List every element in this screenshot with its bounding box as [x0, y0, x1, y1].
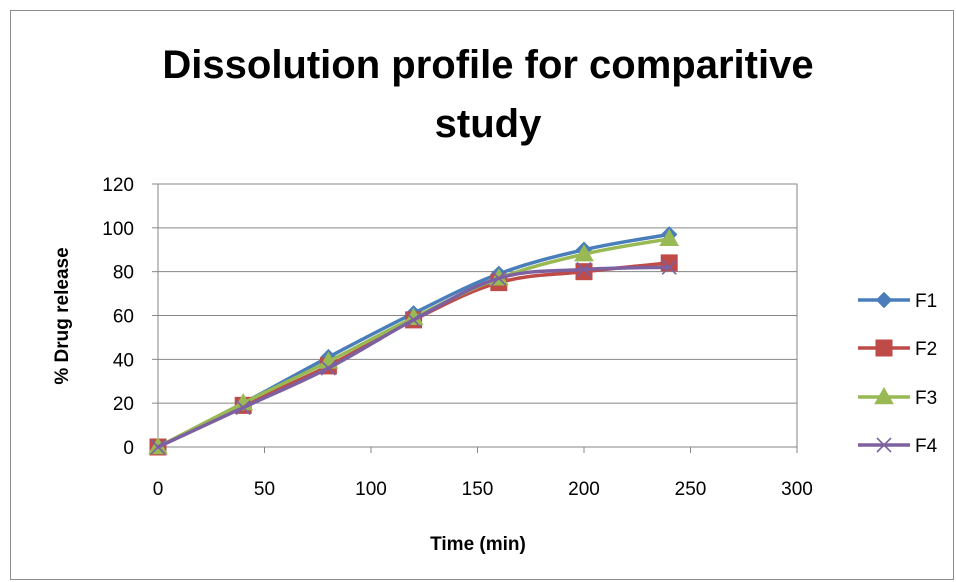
- legend-item-f2: F2: [858, 339, 937, 360]
- series-line-f4: [156, 265, 671, 449]
- x-tick-label: 50: [254, 479, 275, 500]
- data-point-f4: [576, 261, 592, 278]
- y-tick-label: 80: [113, 263, 134, 284]
- legend-item-f1: F1: [858, 291, 937, 312]
- axis-ticks: 0 20 40 60 80 100 120 0 50 100 150 200 250 300: [102, 175, 813, 500]
- y-tick-label: 0: [123, 438, 134, 459]
- legend-label-f3: F3: [915, 388, 937, 409]
- legend-label-f2: F2: [915, 339, 937, 360]
- y-tick-label: 60: [113, 307, 134, 328]
- x-tick-label: 250: [675, 479, 707, 500]
- data-point-f3: [659, 228, 680, 247]
- data-point-f4: [235, 399, 251, 416]
- data-point-f4: [406, 312, 422, 328]
- series-f3: [148, 228, 680, 455]
- legend-marker-f2: [875, 339, 893, 357]
- y-tick-label: 20: [113, 394, 134, 415]
- data-point-f4: [661, 259, 677, 275]
- x-tick-label: 0: [153, 479, 164, 500]
- legend-item-f4: F4: [858, 436, 938, 457]
- series-f2: [149, 254, 678, 456]
- series-line-f2: [156, 261, 671, 449]
- series-f1: [149, 226, 678, 456]
- legend-marker-f3: [874, 386, 894, 405]
- data-point-f4: [320, 360, 336, 376]
- series-f4: [150, 259, 677, 455]
- legend-marker-f4: [876, 437, 892, 453]
- x-axis-label: Time (min): [430, 534, 526, 555]
- legend-marker-f1: [875, 291, 893, 309]
- y-tick-label: 40: [113, 350, 134, 371]
- series-layer: [148, 226, 680, 456]
- x-tick-label: 150: [462, 479, 494, 500]
- legend-label-f1: F1: [915, 291, 937, 312]
- legend-label-f4: F4: [915, 436, 938, 457]
- x-tick-label: 200: [568, 479, 600, 500]
- data-point-f4: [150, 439, 166, 455]
- legend: F1 F2 F3 F4: [858, 291, 938, 457]
- series-line-f1: [156, 232, 671, 449]
- legend-item-f3: F3: [858, 386, 937, 409]
- chart-title-line-2: study: [435, 102, 542, 146]
- gridlines: [158, 183, 797, 448]
- data-point-f4: [491, 270, 507, 286]
- y-axis-label: % Drug release: [52, 247, 73, 384]
- x-tick-label: 300: [781, 479, 813, 500]
- data-point-f3: [574, 244, 594, 262]
- data-point-f2: [575, 263, 593, 281]
- x-tick-label: 100: [355, 479, 387, 500]
- y-tick-label: 100: [102, 219, 134, 240]
- chart-title-line-1: Dissolution profile for comparitive: [162, 43, 813, 87]
- y-tick-label: 120: [102, 175, 134, 196]
